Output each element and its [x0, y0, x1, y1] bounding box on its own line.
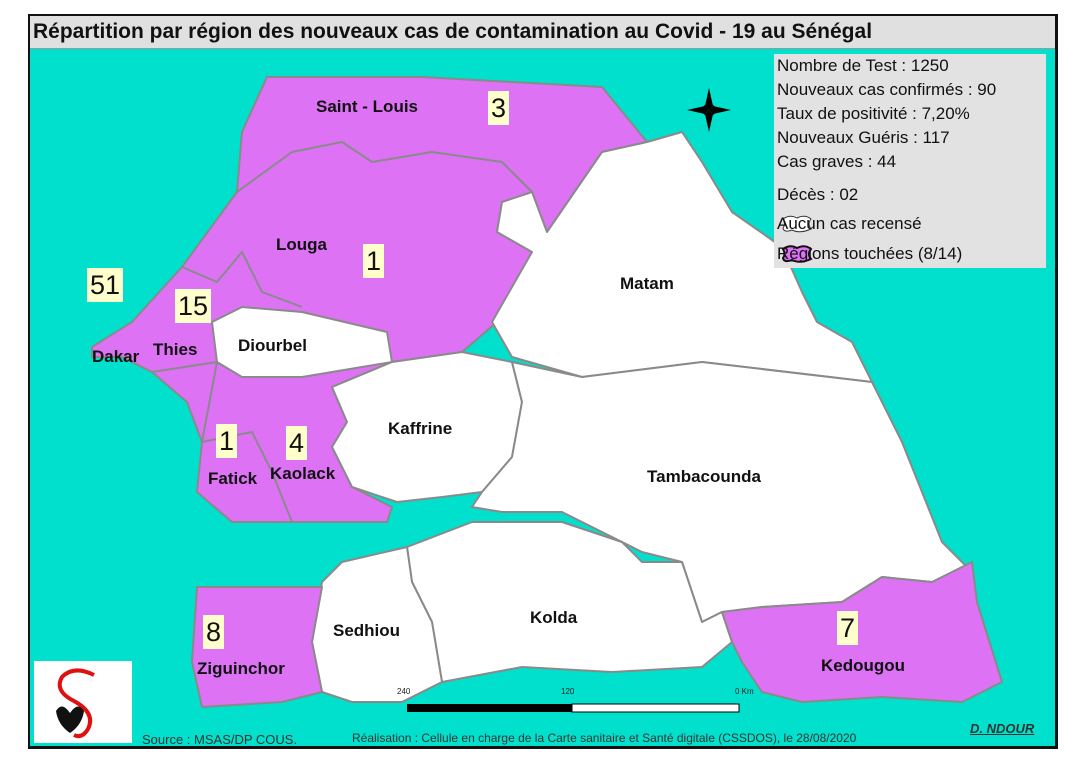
stat-positivity: Taux de positivité : 7,20%: [777, 104, 970, 123]
label-matam: Matam: [620, 274, 674, 293]
label-kaffrine: Kaffrine: [388, 419, 453, 438]
label-louga: Louga: [276, 235, 327, 254]
label-thies: Thies: [153, 340, 198, 359]
region-west-affected: [91, 76, 648, 523]
author-signature: D. NDOUR: [970, 721, 1035, 736]
count-ziguinchor: 8: [203, 615, 225, 649]
legend-unaffected-swatch: [782, 215, 812, 233]
stats-legend-box: Nombre de Test : 1250 Nouveaux cas confi…: [774, 54, 1046, 268]
label-sedhiou: Sedhiou: [333, 621, 401, 640]
region-ziguinchor: [191, 586, 323, 708]
stat-severe: Cas graves : 44: [777, 152, 897, 171]
count-kedougou: 7: [837, 611, 859, 645]
count-kaolack: 4: [286, 426, 308, 460]
region-diourbel: [211, 306, 393, 378]
map-title: Répartition par région des nouveaux cas …: [30, 16, 1055, 49]
stat-confirmed: Nouveaux cas confirmés : 90: [777, 80, 997, 99]
label-tambacounda: Tambacounda: [647, 467, 761, 486]
label-kaolack: Kaolack: [270, 464, 336, 483]
label-kedougou: Kedougou: [821, 656, 906, 675]
scale-label-0: 0 Km: [735, 687, 754, 696]
count-dakar: 51: [87, 268, 124, 302]
scale-label-120: 120: [561, 687, 575, 696]
credit-note: Réalisation : Cellule en charge de la Ca…: [352, 731, 857, 745]
stat-recovered: Nouveaux Guéris : 117: [777, 128, 950, 147]
region-matam: [491, 131, 873, 383]
map-frame: Répartition par région des nouveaux cas …: [28, 14, 1058, 749]
legend-affected-label: Régions touchées (8/14): [777, 244, 963, 263]
label-fatick: Fatick: [208, 469, 258, 488]
region-kedougou: [721, 561, 1003, 703]
source-note: Source : MSAS/DP COUS.: [142, 732, 298, 747]
count-thies: 15: [175, 289, 212, 323]
stat-deaths: Décès : 02: [777, 185, 859, 204]
scale-label-240: 240: [397, 687, 411, 696]
senegal-map: [91, 76, 1003, 713]
scale-bar: [407, 703, 740, 713]
label-diourbel: Diourbel: [238, 336, 307, 355]
ministry-logo: [34, 661, 132, 743]
legend-unaffected-label: Aucun cas recensé: [777, 214, 922, 233]
count-louga: 1: [363, 244, 385, 278]
label-dakar: Dakar: [92, 347, 140, 366]
legend-affected-swatch: [781, 245, 813, 263]
compass-rose-icon: [687, 88, 731, 132]
stat-tests: Nombre de Test : 1250: [777, 56, 949, 75]
count-saint-louis: 3: [488, 91, 510, 125]
label-saint-louis: Saint - Louis: [316, 97, 418, 116]
label-kolda: Kolda: [530, 608, 578, 627]
count-fatick: 1: [216, 424, 238, 458]
label-ziguinchor: Ziguinchor: [197, 659, 285, 678]
